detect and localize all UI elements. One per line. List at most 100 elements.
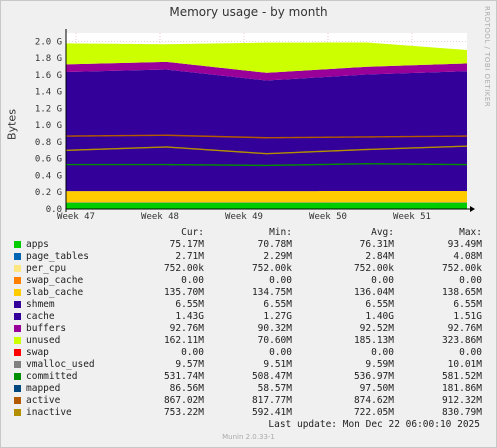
legend-name: unused xyxy=(26,335,61,346)
legend-swatch xyxy=(14,385,21,392)
legend-cur: 135.70M xyxy=(163,287,204,298)
legend-swatch xyxy=(14,325,21,332)
legend-row-page_tables: page_tables 2.71M 2.29M 2.84M 4.08M xyxy=(12,251,492,263)
legend-min: 134.75M xyxy=(251,287,292,298)
last-update: Last update: Mon Dec 22 06:00:10 2025 xyxy=(268,419,480,430)
legend-min: 0.00 xyxy=(269,347,292,358)
y-tick-label: 1.6 G xyxy=(35,71,62,81)
header-cur: Cur: xyxy=(181,227,204,238)
legend-cur: 6.55M xyxy=(175,299,204,310)
legend-avg: 185.13M xyxy=(353,335,394,346)
legend-row-inactive: inactive 753.22M 592.41M 722.05M 830.79M xyxy=(12,407,492,419)
legend-min: 70.78M xyxy=(257,239,292,250)
legend-avg: 136.04M xyxy=(353,287,394,298)
legend-row-swap_cache: swap_cache 0.00 0.00 0.00 0.00 xyxy=(12,275,492,287)
legend-row-vmalloc_used: vmalloc_used 9.57M 9.51M 9.59M 10.01M xyxy=(12,359,492,371)
legend: Cur: Min: Avg: Max: apps 75.17M 70.78M 76.3… xyxy=(12,227,492,419)
y-tick-label: 1.8 G xyxy=(35,54,62,64)
legend-cur: 2.71M xyxy=(175,251,204,262)
y-tick-label: 0.2 G xyxy=(35,188,62,198)
legend-cur: 0.00 xyxy=(181,347,204,358)
legend-avg: 722.05M xyxy=(353,407,394,418)
legend-min: 90.32M xyxy=(257,323,292,334)
legend-max: 93.49M xyxy=(447,239,482,250)
footer-version: Munin 2.0.33-1 xyxy=(222,433,275,441)
legend-row-slab_cache: slab_cache 135.70M 134.75M 136.04M 138.65M xyxy=(12,287,492,299)
legend-max: 323.86M xyxy=(441,335,482,346)
legend-name: slab_cache xyxy=(26,287,84,298)
y-tick-label: 2.0 G xyxy=(35,37,62,47)
x-ticks: Week 47 Week 48 Week 49 Week 50 Week 51 xyxy=(57,212,431,222)
legend-swatch xyxy=(14,265,21,272)
legend-avg: 76.31M xyxy=(359,239,394,250)
legend-cur: 9.57M xyxy=(175,359,204,370)
legend-name: swap xyxy=(26,347,49,358)
legend-avg: 2.84M xyxy=(365,251,394,262)
area-unused xyxy=(66,42,467,73)
legend-avg: 752.00k xyxy=(353,263,394,274)
legend-row-apps: apps 75.17M 70.78M 76.31M 93.49M xyxy=(12,239,492,251)
legend-max: 912.32M xyxy=(441,395,482,406)
header-max: Max: xyxy=(459,227,482,238)
header-avg: Avg: xyxy=(371,227,394,238)
y-tick-label: 0.8 G xyxy=(35,138,62,148)
y-tick-label: 0.4 G xyxy=(35,171,62,181)
legend-swatch xyxy=(14,361,21,368)
legend-name: swap_cache xyxy=(26,275,84,286)
legend-row-cache: cache 1.43G 1.27G 1.40G 1.51G xyxy=(12,311,492,323)
area-cache xyxy=(66,69,467,192)
legend-header: Cur: Min: Avg: Max: xyxy=(12,227,492,239)
legend-row-swap: swap 0.00 0.00 0.00 0.00 xyxy=(12,347,492,359)
line-committed xyxy=(66,163,468,167)
legend-cur: 867.02M xyxy=(163,395,204,406)
side-credit: RRDTOOL / TOBI OETIKER xyxy=(483,6,491,108)
header-min: Min: xyxy=(269,227,292,238)
legend-avg: 0.00 xyxy=(371,347,394,358)
legend-cur: 75.17M xyxy=(169,239,204,250)
x-tick-label: Week 49 xyxy=(225,212,263,222)
y-tick-label: 1.0 G xyxy=(35,121,62,131)
area-apps xyxy=(66,202,467,209)
legend-name: committed xyxy=(26,371,78,382)
legend-max: 138.65M xyxy=(441,287,482,298)
legend-row-active: active 867.02M 817.77M 874.62M 912.32M xyxy=(12,395,492,407)
x-tick-label: Week 47 xyxy=(57,212,95,222)
legend-cur: 531.74M xyxy=(163,371,204,382)
y-tick-label: 1.4 G xyxy=(35,88,62,98)
legend-max: 92.76M xyxy=(447,323,482,334)
legend-cur: 0.00 xyxy=(181,275,204,286)
legend-min: 70.60M xyxy=(257,335,292,346)
legend-row-buffers: buffers 92.76M 90.32M 92.52M 92.76M xyxy=(12,323,492,335)
line-inactive xyxy=(65,145,468,155)
legend-name: mapped xyxy=(26,383,61,394)
legend-cur: 753.22M xyxy=(163,407,204,418)
legend-min: 1.27G xyxy=(263,311,292,322)
legend-cur: 752.00k xyxy=(163,263,204,274)
legend-cur: 1.43G xyxy=(175,311,204,322)
legend-swatch xyxy=(14,409,21,416)
legend-name: cache xyxy=(26,311,55,322)
chart-title: Memory usage - by month xyxy=(169,5,328,19)
legend-max: 0.00 xyxy=(459,347,482,358)
legend-row-mapped: mapped 86.56M 58.57M 97.50M 181.86M xyxy=(12,383,492,395)
legend-swatch xyxy=(14,289,21,296)
legend-max: 581.52M xyxy=(441,371,482,382)
legend-cur: 162.11M xyxy=(163,335,204,346)
legend-row-per_cpu: per_cpu 752.00k 752.00k 752.00k 752.00k xyxy=(12,263,492,275)
legend-max: 181.86M xyxy=(441,383,482,394)
legend-avg: 6.55M xyxy=(365,299,394,310)
y-tick-label: 1.2 G xyxy=(35,104,62,114)
legend-min: 6.55M xyxy=(263,299,292,310)
y-tick-label: 0.0 xyxy=(46,205,62,215)
legend-swatch xyxy=(14,397,21,404)
x-axis-arrow xyxy=(470,206,475,212)
legend-swatch xyxy=(14,277,21,284)
legend-swatch xyxy=(14,241,21,248)
legend-swatch xyxy=(14,253,21,260)
legend-max: 10.01M xyxy=(447,359,482,370)
legend-avg: 92.52M xyxy=(359,323,394,334)
area-buffers xyxy=(66,61,467,81)
legend-name: page_tables xyxy=(26,251,89,262)
legend-swatch xyxy=(14,313,21,320)
legend-min: 58.57M xyxy=(257,383,292,394)
